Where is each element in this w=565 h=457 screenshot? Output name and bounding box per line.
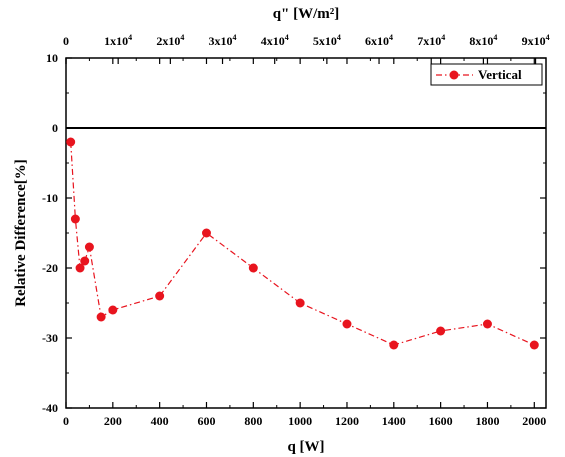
x-axis: 0 200 400 600 800 1000 1200 1400 1600 1800 2000 <box>63 58 546 428</box>
top-tick-label: 4x104 <box>261 33 289 48</box>
data-point <box>201 228 211 238</box>
x-tick-label: 600 <box>197 414 215 428</box>
x-tick-label: 200 <box>104 414 122 428</box>
top-tick-label: 9x104 <box>522 33 550 48</box>
y-axis: 10 0 -10 -20 -30 -40 <box>42 51 546 415</box>
top-tick-label: 3x104 <box>209 33 237 48</box>
data-point <box>155 291 165 301</box>
data-point <box>96 312 106 322</box>
top-tick-exponent: 4 <box>233 33 237 42</box>
top-tick-exponent: 4 <box>128 33 132 42</box>
top-tick-exponent: 4 <box>285 33 289 42</box>
top-tick-label: 5x104 <box>313 33 341 48</box>
top-axis: 0 1x104 2x104 3x104 4x104 5x104 6x104 7x104 8x10… <box>63 33 550 64</box>
x-tick-label: 1200 <box>335 414 359 428</box>
legend: Vertical <box>430 63 543 86</box>
top-tick-exponent: 4 <box>337 33 341 42</box>
data-point <box>66 137 76 147</box>
y-tick-label: 10 <box>46 51 58 65</box>
top-tick-label: 2x104 <box>156 33 184 48</box>
top-tick-exponent: 4 <box>493 33 497 42</box>
top-tick-label: 7x104 <box>417 33 445 48</box>
top-tick-label: 1x104 <box>104 33 132 48</box>
top-tick-exponent: 4 <box>546 33 550 42</box>
data-point <box>295 298 305 308</box>
x-tick-label: 1600 <box>429 414 453 428</box>
data-point <box>436 326 446 336</box>
x-tick-label: 0 <box>63 414 69 428</box>
data-point <box>70 214 80 224</box>
legend-label: Vertical <box>478 67 522 82</box>
data-point <box>389 340 399 350</box>
top-tick-label: 6x104 <box>365 33 393 48</box>
legend-marker <box>449 70 459 80</box>
y-axis-title: Relative Difference[%] <box>13 159 29 307</box>
data-point <box>342 319 352 329</box>
series-line-vertical <box>70 141 535 346</box>
top-tick-label: 8x104 <box>469 33 497 48</box>
legend-box <box>430 63 543 86</box>
data-point <box>75 263 85 273</box>
y-tick-label: -40 <box>42 401 58 415</box>
x-axis-title: q [W] <box>287 439 324 455</box>
x-tick-label: 1800 <box>475 414 499 428</box>
data-point <box>248 263 258 273</box>
top-tick-label: 0 <box>63 34 69 48</box>
x-tick-label: 2000 <box>522 414 546 428</box>
y-tick-label: -30 <box>42 331 58 345</box>
data-point <box>80 256 90 266</box>
data-point <box>529 340 539 350</box>
y-tick-label: -20 <box>42 261 58 275</box>
x-tick-label: 1400 <box>382 414 406 428</box>
y-tick-label: -10 <box>42 191 58 205</box>
x-tick-label: 800 <box>244 414 262 428</box>
x-tick-label: 1000 <box>288 414 312 428</box>
plot-frame <box>65 57 547 409</box>
top-tick-exponent: 4 <box>441 33 445 42</box>
data-point <box>482 319 492 329</box>
y-tick-label: 0 <box>52 121 58 135</box>
top-tick-exponent: 4 <box>180 33 184 42</box>
top-tick-exponent: 4 <box>389 33 393 42</box>
data-point <box>84 242 94 252</box>
series-points-vertical <box>66 137 539 350</box>
x-tick-label: 400 <box>151 414 169 428</box>
data-point <box>108 305 118 315</box>
top-axis-title: q" [W/m²] <box>273 6 340 22</box>
